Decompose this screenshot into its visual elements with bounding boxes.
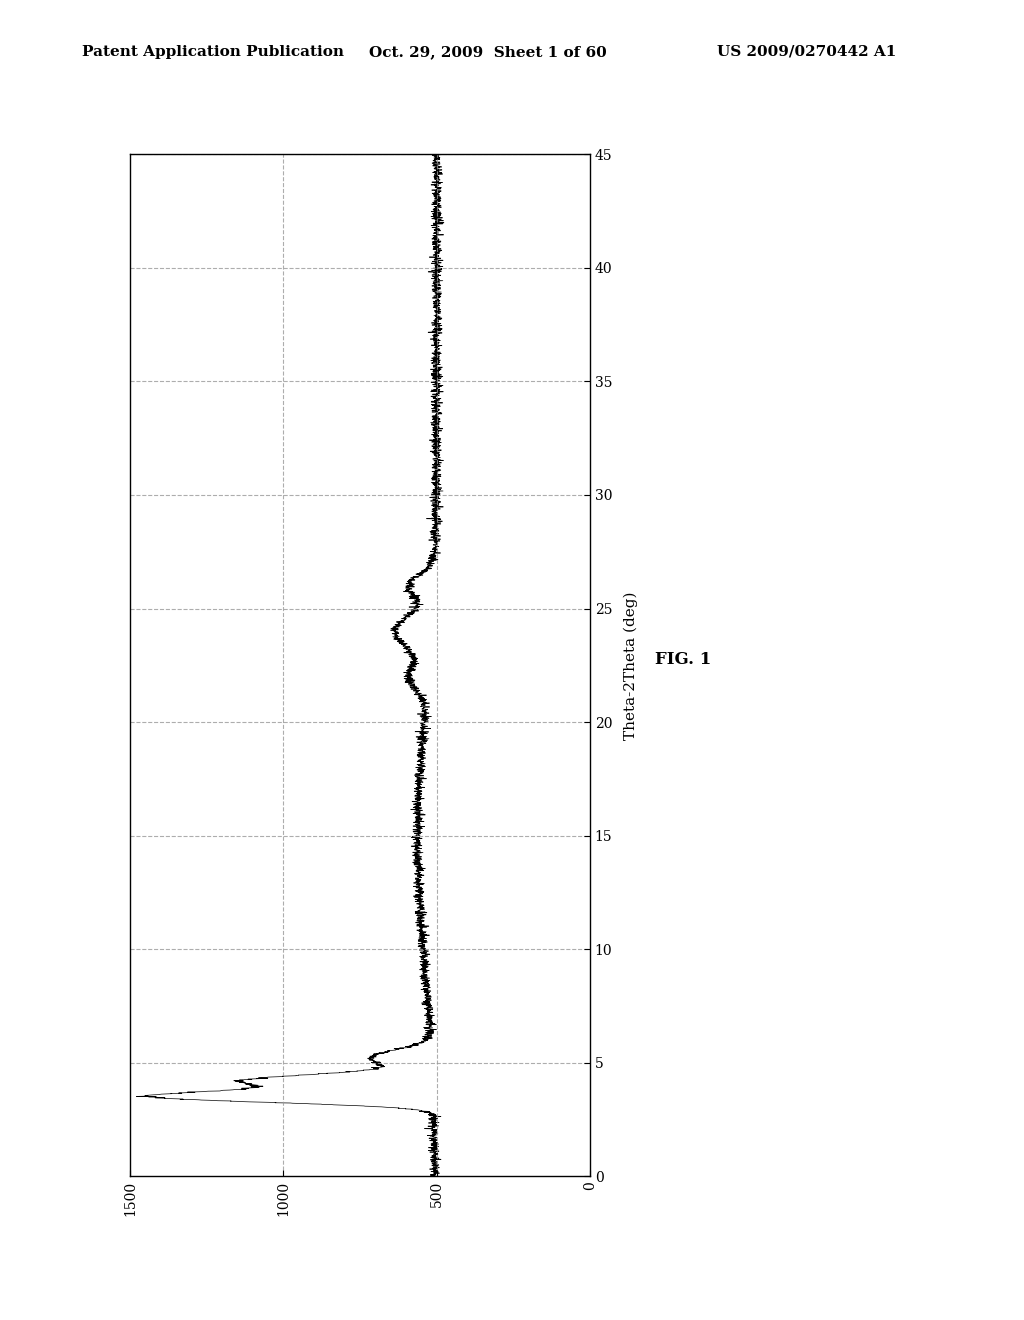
Y-axis label: Theta-2Theta (deg): Theta-2Theta (deg) [624, 591, 638, 739]
Text: Oct. 29, 2009  Sheet 1 of 60: Oct. 29, 2009 Sheet 1 of 60 [369, 45, 606, 59]
Text: FIG. 1: FIG. 1 [655, 652, 712, 668]
Text: Patent Application Publication: Patent Application Publication [82, 45, 344, 59]
Text: US 2009/0270442 A1: US 2009/0270442 A1 [717, 45, 896, 59]
